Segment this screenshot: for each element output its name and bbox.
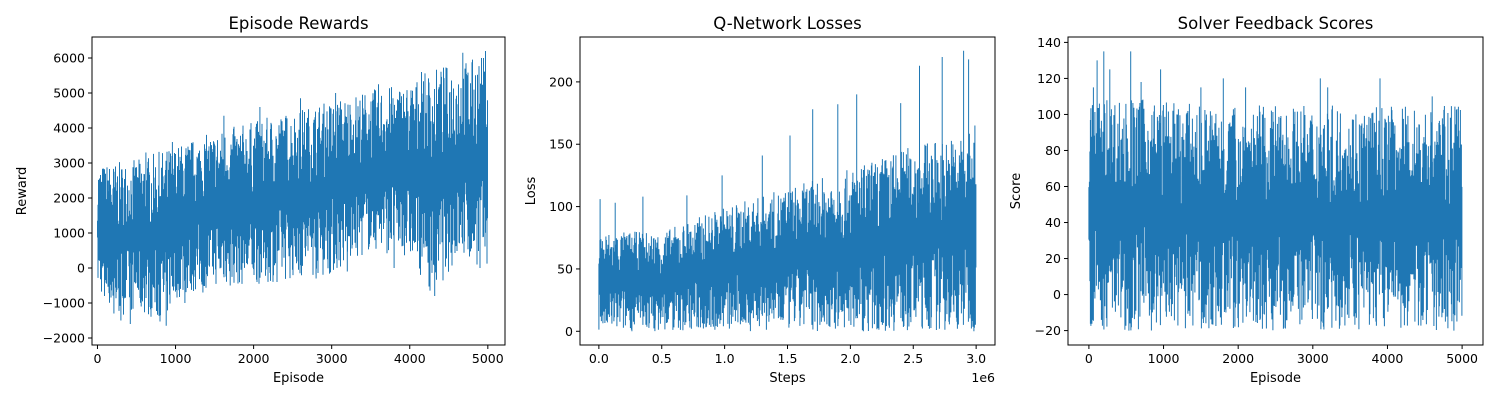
y-tick-label: −1000 [43,296,85,311]
x-offset-label: 1e6 [971,370,995,385]
y-tick-label: 100 [1037,107,1061,122]
chart-title: Q-Network Losses [713,14,861,33]
chart-title: Episode Rewards [228,14,368,33]
x-axis-label: Episode [273,371,324,386]
x-tick-label: 0 [1085,351,1093,366]
y-tick-label: −2000 [43,331,85,346]
series-line-2-1 [598,50,977,332]
x-tick-label: 3000 [1297,351,1329,366]
y-tick-label: 120 [1037,71,1061,86]
y-tick-label: 200 [549,74,573,89]
x-axis-label: Episode [1250,371,1301,386]
x-tick-label: 4000 [1372,351,1404,366]
y-tick-label: 50 [557,261,573,276]
y-tick-label: 6000 [53,51,85,66]
x-tick-label: 5000 [1446,351,1478,366]
y-axis-label: Score [1009,173,1024,209]
x-tick-label: 0 [93,351,101,366]
y-tick-label: 40 [1045,215,1061,230]
chart-panel-1: 0 1000 2000 3000 4000 5000 −2000 −1000 0 1000 2000… [15,14,506,386]
x-tick-label: 0.0 [589,351,609,366]
y-tick-label: 140 [1037,35,1061,50]
chart-panel-2: 0.0 0.5 1.0 1.5 2.0 2.5 3.0 0 50 100 150 200 Q-Netwo… [524,14,996,386]
x-tick-label: 1000 [160,351,192,366]
x-tick-label: 5000 [472,351,504,366]
series-line-1-1 [97,51,488,326]
plot-frame [1067,36,1484,346]
y-tick-label: 0 [1053,287,1061,302]
y-tick-label: 60 [1045,179,1061,194]
x-tick-label: 2.5 [903,351,923,366]
chart-title: Solver Feedback Scores [1178,14,1374,33]
x-tick-label: 1000 [1148,351,1180,366]
y-tick-label: 150 [549,137,573,152]
y-tick-label: 3000 [53,156,85,171]
y-tick-label: −20 [1035,323,1061,338]
x-tick-label: 2.0 [840,351,860,366]
x-tick-label: 0.5 [652,351,672,366]
chart-panel-3: 0 1000 2000 3000 4000 5000 −20 0 20 40 60 80 100 120 1… [1009,14,1484,386]
y-tick-label: 1000 [53,226,85,241]
plot-frame [91,36,506,346]
x-tick-label: 3.0 [966,351,986,366]
y-tick-label: 0 [77,261,85,276]
y-tick-label: 80 [1045,143,1061,158]
x-tick-label: 1.5 [778,351,798,366]
x-tick-label: 1.0 [715,351,735,366]
series-line-3-1 [1088,51,1463,331]
y-axis-label: Reward [15,167,30,215]
x-tick-label: 4000 [394,351,426,366]
y-tick-label: 5000 [53,86,85,101]
y-tick-label: 0 [565,324,573,339]
y-tick-label: 2000 [53,191,85,206]
y-tick-label: 20 [1045,251,1061,266]
x-axis-label: Steps [769,371,806,386]
y-axis-label: Loss [524,177,539,206]
x-tick-label: 2000 [238,351,270,366]
x-tick-label: 3000 [316,351,348,366]
x-tick-label: 2000 [1222,351,1254,366]
y-tick-label: 100 [549,199,573,214]
y-tick-label: 4000 [53,121,85,136]
